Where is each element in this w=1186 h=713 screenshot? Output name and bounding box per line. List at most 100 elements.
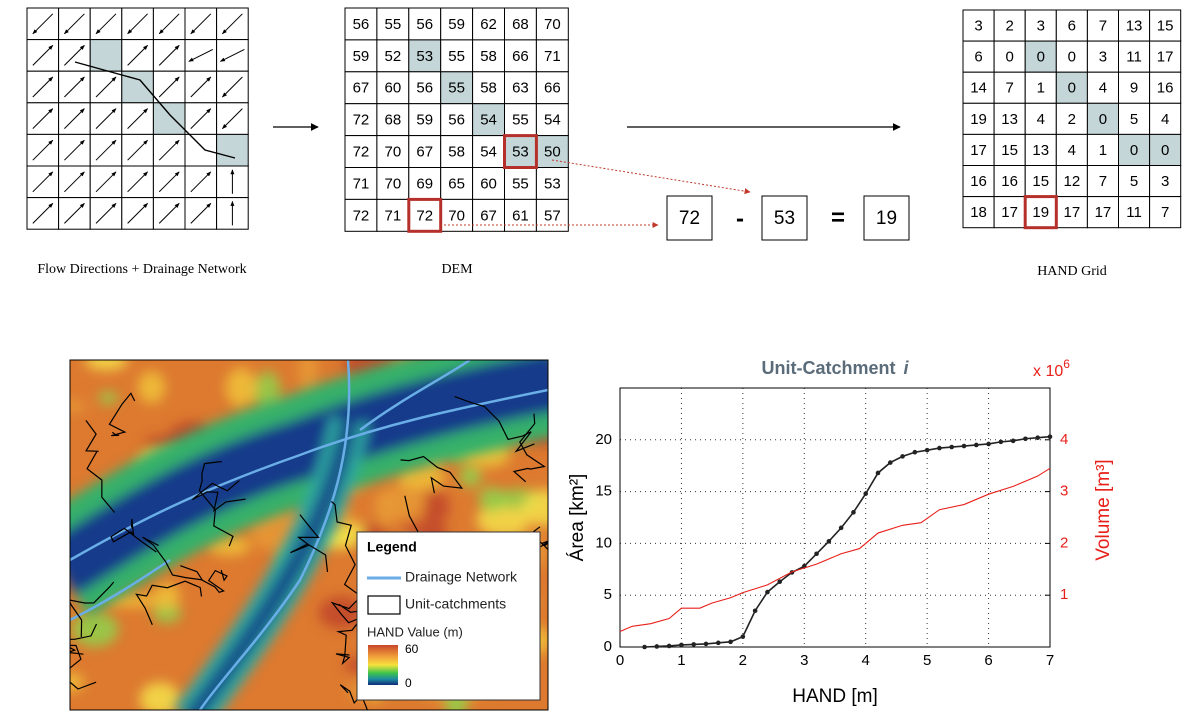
series-point: [1048, 434, 1053, 439]
caption: HAND Grid: [1037, 264, 1107, 279]
cell-value: 4: [1068, 142, 1076, 159]
series-point: [667, 644, 672, 649]
caption: DEM: [441, 262, 473, 277]
cell-value: 56: [416, 16, 433, 33]
series-point: [876, 471, 881, 476]
legend-title: Legend: [367, 539, 417, 555]
cell-value: 65: [448, 175, 465, 192]
y2-tick-label: 4: [1060, 431, 1068, 448]
cell-value: 17: [970, 142, 987, 159]
legend-label: Unit-catchments: [405, 596, 506, 612]
cell-value: 56: [448, 112, 465, 129]
dotted-arrow: [552, 160, 750, 192]
cell-value: 69: [416, 175, 433, 192]
cell-value: 67: [416, 144, 433, 161]
cell-value: 54: [480, 144, 497, 161]
terrain-patch: [522, 490, 568, 527]
cell-value: 55: [385, 16, 402, 33]
cell-value: 0: [1130, 142, 1138, 159]
cell-value: 3: [1037, 18, 1045, 35]
cell-value: 7: [1099, 173, 1107, 190]
series-point: [839, 526, 844, 531]
cell-value: 70: [385, 144, 402, 161]
cell-value: 2: [1005, 18, 1013, 35]
terrain-patch: [225, 368, 256, 408]
cell-value: 11: [1126, 49, 1142, 66]
cell-value: 17: [1001, 204, 1018, 221]
series-point: [999, 440, 1004, 445]
equation-operator: =: [831, 204, 845, 231]
cell-value: 59: [416, 112, 433, 129]
cell-value: 4: [1037, 111, 1045, 128]
series-point: [962, 444, 967, 449]
series-point: [888, 460, 893, 465]
cell-value: 16: [970, 173, 987, 190]
series-point: [642, 645, 647, 650]
page: {"flow_grid": {"caption": "Flow Directio…: [0, 0, 1186, 713]
y-axis-label: Área [km²]: [567, 474, 588, 562]
cell-value: 66: [512, 48, 529, 65]
cell-value: 72: [353, 207, 370, 224]
cell-value: 55: [512, 112, 529, 129]
cell-value: 71: [544, 48, 561, 65]
cell-value: 3: [974, 18, 982, 35]
cell-value: 58: [480, 80, 497, 97]
legend-label: HAND Value (m): [367, 624, 463, 639]
cell-value: 4: [1161, 111, 1169, 128]
y2-tick-label: 1: [1060, 586, 1068, 603]
cell-value: 58: [448, 144, 465, 161]
series-point: [937, 446, 942, 451]
cell-value: 66: [544, 80, 561, 97]
flow-cell: [217, 134, 249, 166]
cell-value: 7: [1005, 80, 1013, 97]
series-point: [949, 445, 954, 450]
cell-value: 15: [1032, 173, 1049, 190]
terrain-patch: [54, 400, 87, 413]
equation-value: 72: [679, 208, 700, 229]
x-tick-label: 7: [1046, 652, 1054, 669]
cell-value: 55: [448, 80, 465, 97]
x-axis-label: HAND [m]: [792, 686, 878, 707]
cell-value: 62: [480, 16, 497, 33]
cell-value: 9: [1130, 80, 1138, 97]
legend-ramp: [368, 645, 398, 685]
series-point: [863, 491, 868, 496]
cell-value: 70: [385, 175, 402, 192]
series-point: [777, 579, 782, 584]
series-point: [679, 643, 684, 648]
cell-value: 0: [1068, 49, 1076, 66]
series-point: [1035, 435, 1040, 440]
series-point: [655, 644, 660, 649]
series-point: [704, 642, 709, 647]
cell-value: 13: [1032, 142, 1049, 159]
cell-value: 17: [1157, 49, 1174, 66]
y-tick-label: 5: [604, 586, 612, 603]
cell-value: 56: [353, 16, 370, 33]
cell-value: 70: [544, 16, 561, 33]
cell-value: 68: [385, 112, 402, 129]
figure: Flow Directions + Drainage Network565556…: [0, 0, 1186, 713]
hand-map: LegendDrainage NetworkUnit-catchmentsHAN…: [38, 350, 568, 713]
cell-value: 72: [353, 112, 370, 129]
series-point: [913, 450, 918, 455]
cell-value: 5: [1130, 111, 1138, 128]
cell-value: 5: [1130, 173, 1138, 190]
terrain-patch: [99, 392, 119, 404]
cell-value: 6: [1068, 18, 1076, 35]
cell-value: 53: [512, 144, 529, 161]
multiplier-exponent: 6: [1063, 357, 1070, 371]
legend-label: 60: [405, 642, 419, 656]
series-point: [827, 539, 832, 544]
cell-value: 50: [544, 144, 561, 161]
cell-value: 13: [1001, 111, 1018, 128]
cell-value: 67: [480, 207, 497, 224]
cell-value: 15: [1001, 142, 1018, 159]
series-point: [716, 641, 721, 646]
cell-value: 2: [1068, 111, 1076, 128]
cell-value: 56: [416, 80, 433, 97]
cell-value: 72: [416, 207, 433, 224]
cell-value: 1: [1099, 142, 1107, 159]
legend-label: 0: [405, 676, 412, 690]
cell-value: 55: [512, 175, 529, 192]
y-tick-label: 0: [604, 638, 612, 655]
